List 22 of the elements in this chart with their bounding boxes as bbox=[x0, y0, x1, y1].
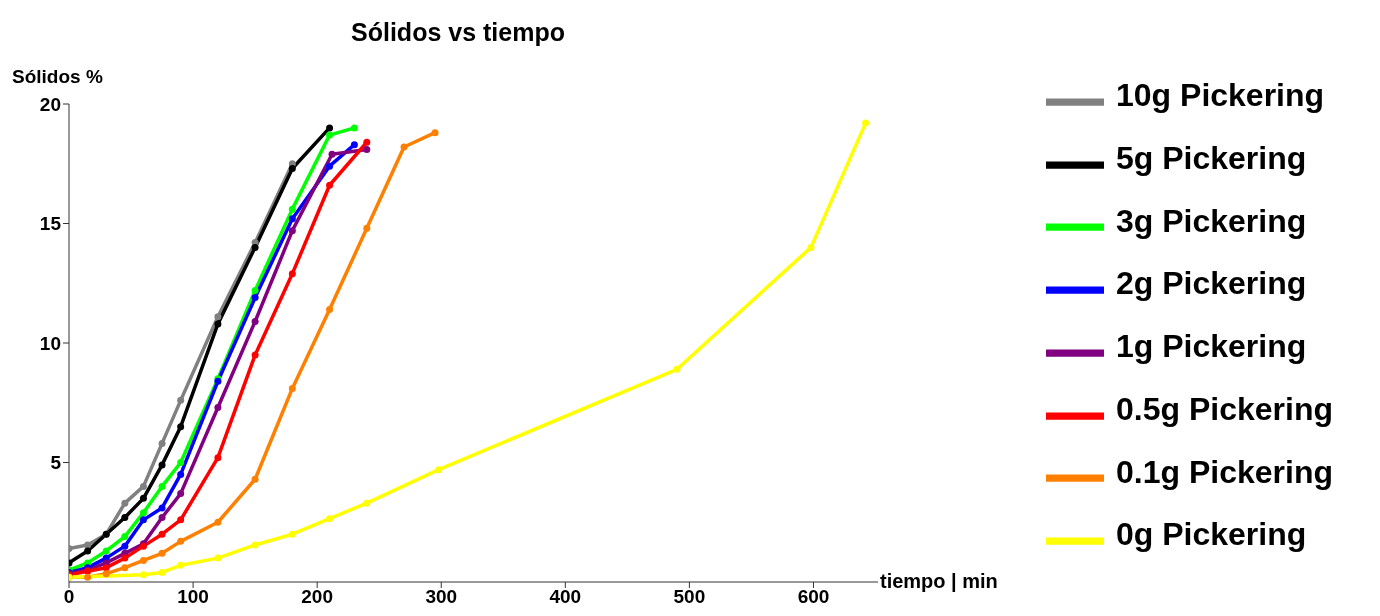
x-axis-title: tiempo | min bbox=[880, 570, 998, 593]
x-tick-label: 600 bbox=[797, 586, 830, 608]
x-tick-label: 500 bbox=[673, 586, 706, 608]
legend-label: 3g Pickering bbox=[1116, 202, 1307, 239]
legend-label: 2g Pickering bbox=[1116, 265, 1307, 302]
x-tick-label: 100 bbox=[177, 586, 209, 608]
legend-label: 10g Pickering bbox=[1116, 77, 1325, 113]
legend-label: 0g Pickering bbox=[1116, 516, 1307, 553]
x-tick-label: 400 bbox=[549, 586, 582, 608]
legend-label: 5g Pickering bbox=[1116, 139, 1307, 176]
legend-label: 0.5g Pickering bbox=[1116, 390, 1333, 427]
chart-title: Sólidos vs tiempo bbox=[350, 18, 566, 47]
y-tick-label: 5 bbox=[50, 452, 62, 474]
x-tick-label: 200 bbox=[301, 586, 334, 608]
y-tick-label: 20 bbox=[39, 93, 61, 115]
x-tick-label: 300 bbox=[425, 586, 458, 608]
x-tick-label: 0 bbox=[63, 586, 75, 608]
y-tick-label: 10 bbox=[39, 332, 61, 354]
legend-label: 0.1g Pickering bbox=[1116, 453, 1333, 490]
y-tick-label: 15 bbox=[39, 213, 62, 235]
legend-label: 1g Pickering bbox=[1116, 328, 1307, 365]
y-axis-title: Sólidos % bbox=[12, 66, 103, 88]
